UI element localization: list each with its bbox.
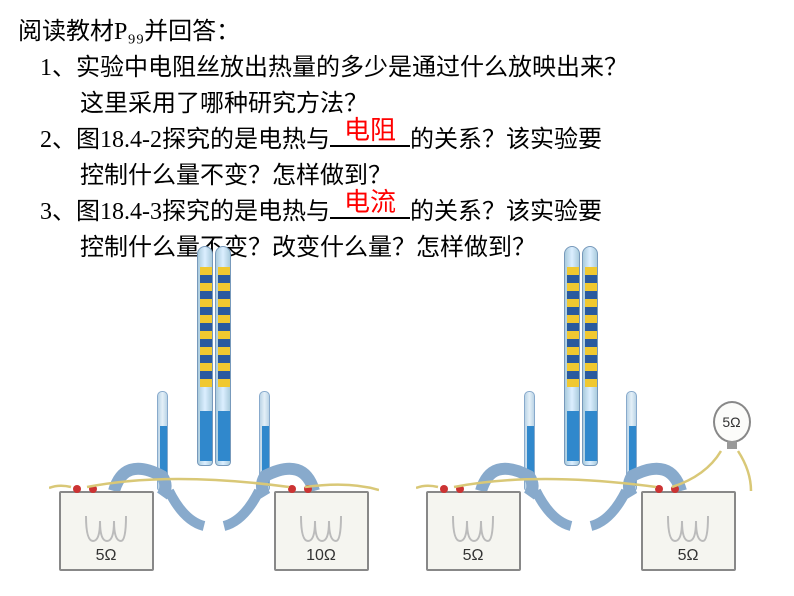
q3-num: 3、 <box>40 199 76 225</box>
bulb-icon: 5Ω <box>713 401 751 443</box>
q2-num: 2、 <box>40 127 76 153</box>
diagram-2: 5Ω 5Ω 5Ω <box>416 326 746 576</box>
coil-icon <box>296 511 346 546</box>
box-label: 10Ω <box>276 547 367 565</box>
q2-line2: 控制什么量不变？怎样做到？ <box>18 158 776 194</box>
diagram-1: 5Ω 10Ω <box>49 326 379 576</box>
terminal-icon <box>456 485 464 493</box>
resistor-box-right: 10Ω <box>274 491 369 571</box>
q3-line2: 控制什么量不变？改变什么量？怎样做到？ <box>18 230 776 266</box>
q2-blank: 电阻 <box>330 143 410 147</box>
q3-line1: 3、图18.4-3探究的是电热与电流的关系？该实验要 <box>18 194 776 230</box>
resistor-box-left: 5Ω <box>59 491 154 571</box>
box-label: 5Ω <box>643 547 734 565</box>
terminal-icon <box>73 485 81 493</box>
q1-text1: 实验中电阻丝放出热量的多少是通过什么放映出来？ <box>76 55 628 81</box>
terminal-icon <box>89 485 97 493</box>
bulb-socket-icon <box>727 441 737 449</box>
q2-part1: 图18.4-2探究的是电热与 <box>76 127 330 153</box>
resistor-box-right: 5Ω <box>641 491 736 571</box>
coil-icon <box>663 511 713 546</box>
box-label: 5Ω <box>61 547 152 565</box>
q3-part1: 图18.4-3探究的是电热与 <box>76 199 330 225</box>
terminal-icon <box>671 485 679 493</box>
q2-line1: 2、图18.4-2探究的是电热与电阻的关系？该实验要 <box>18 122 776 158</box>
q3-answer: 电流 <box>344 185 396 221</box>
box-label: 5Ω <box>428 547 519 565</box>
terminal-icon <box>304 485 312 493</box>
bulb-label: 5Ω <box>722 414 740 430</box>
terminal-icon <box>440 485 448 493</box>
resistor-box-left: 5Ω <box>426 491 521 571</box>
terminal-icon <box>288 485 296 493</box>
q2-part2: 的关系？该实验要 <box>410 127 602 153</box>
q1-line2: 这里采用了哪种研究方法？ <box>18 86 776 122</box>
terminal-icon <box>655 485 663 493</box>
page-title: 阅读教材P₉₉并回答： <box>18 14 776 50</box>
q2-answer: 电阻 <box>344 113 396 149</box>
q3-part2: 的关系？该实验要 <box>410 199 602 225</box>
q1-line1: 1、实验中电阻丝放出热量的多少是通过什么放映出来？ <box>18 50 776 86</box>
coil-icon <box>448 511 498 546</box>
q3-blank: 电流 <box>330 215 410 219</box>
q1-num: 1、 <box>40 55 76 81</box>
coil-icon <box>81 511 131 546</box>
